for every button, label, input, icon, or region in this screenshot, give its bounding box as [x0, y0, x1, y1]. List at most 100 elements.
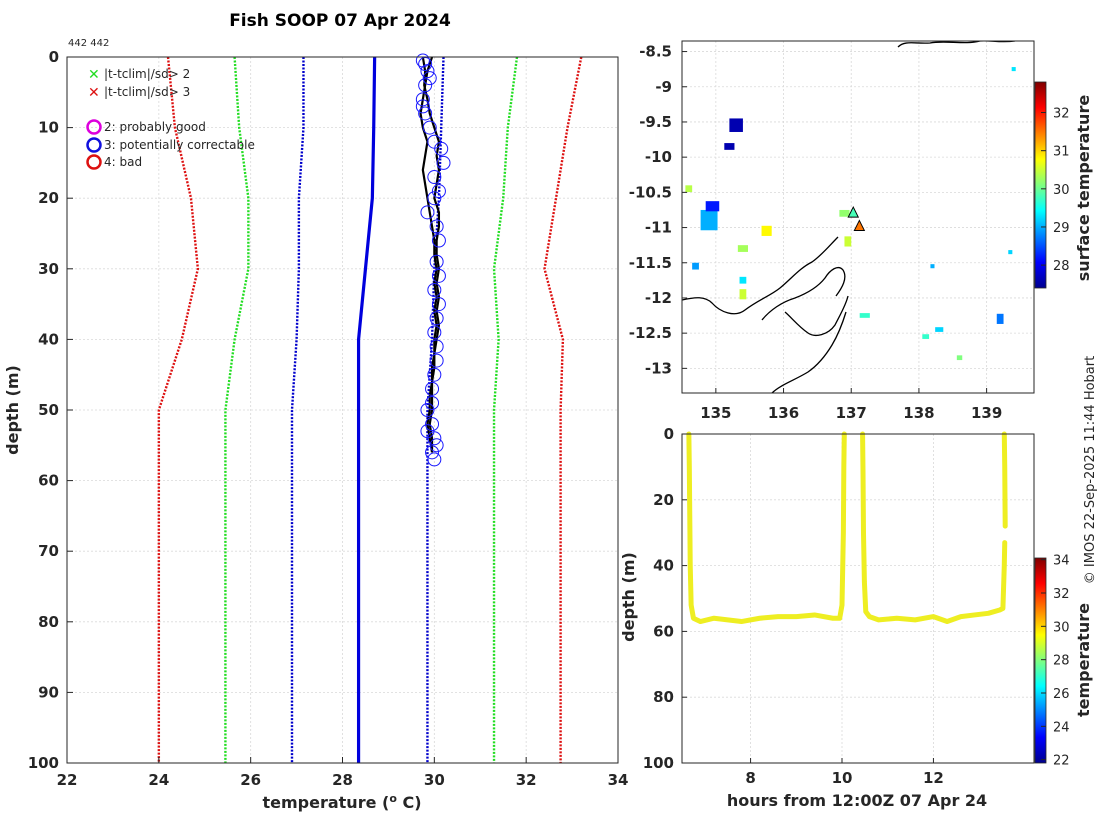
depth-track-line: [860, 431, 1008, 625]
colorbar-tick-label: 30: [1053, 183, 1070, 198]
qc-circle: [427, 282, 442, 297]
x-tick-label: 30: [424, 771, 445, 789]
y-tick-label: 80: [38, 613, 59, 631]
depth-time-x-label: hours from 12:00Z 07 Apr 24: [727, 791, 987, 810]
x-tick-label: 10: [832, 769, 853, 787]
y-tick-label: -11.5: [629, 254, 672, 272]
circle-marker-icon: [86, 137, 102, 153]
map-colorbar-label: surface temperature: [1074, 95, 1093, 282]
temperature-colorbar: [1034, 557, 1047, 764]
legend-cross-sd3: ✕ |t-tclim|/sd> 3: [88, 85, 190, 101]
profile-line: [419, 56, 438, 453]
qc-circle: [427, 170, 442, 185]
y-tick-label: 50: [38, 401, 59, 419]
qc-circle: [436, 155, 451, 170]
y-tick-label: 10: [38, 119, 59, 137]
depth-time-panel: 8 10 12 0 20 40 60 80 100 hours from 12:00Z 07 A…: [619, 425, 1093, 810]
legend-circle-bad: 4: bad: [86, 154, 142, 170]
temperature-colorbar-ticks: 22 24 26 28 30 32 34: [1041, 554, 1070, 769]
depth-time-track: [686, 431, 1008, 625]
qc-circle: [427, 431, 442, 446]
depth-track-line: [686, 431, 847, 625]
colorbar-tick-label: 31: [1053, 145, 1070, 160]
qc-circle: [425, 381, 440, 396]
qc-circle: [422, 71, 437, 86]
qc-circle: [429, 339, 444, 354]
coastline-arnhem: [682, 236, 839, 315]
colorbar-tick-label: 30: [1053, 620, 1070, 635]
y-tick-label: 100: [28, 754, 59, 772]
clim-minus3sd-line: [157, 56, 200, 763]
qc-circle: [425, 445, 440, 460]
qc-circle: [429, 353, 444, 368]
x-tick-label: 34: [608, 771, 629, 789]
qc-circle: [418, 57, 433, 72]
colorbar-tick-label: 24: [1053, 720, 1070, 735]
y-tick-label: 70: [38, 542, 59, 560]
colorbar-tick-label: 26: [1053, 687, 1070, 702]
sst-cell: [739, 276, 747, 284]
qc-circle: [418, 106, 433, 121]
sst-cell: [685, 185, 693, 193]
temperature-colorbar-label: temperature: [1074, 603, 1093, 717]
sst-cell: [935, 327, 944, 332]
colorbar-tick-label: 22: [1053, 754, 1070, 769]
qc-circle: [420, 403, 435, 417]
clim-mean-line: [356, 56, 377, 763]
colorbar-tick-label: 28: [1053, 259, 1070, 274]
qc-circle: [427, 452, 442, 467]
sst-cell: [739, 289, 747, 300]
legend-label: 2: probably good: [104, 120, 206, 134]
depth-track-line: [1001, 431, 1008, 529]
chart-title: Fish SOOP 07 Apr 2024: [229, 11, 451, 31]
qc-circle: [431, 233, 446, 248]
y-tick-label: 40: [653, 557, 674, 575]
sst-cell: [724, 143, 735, 150]
sst-cell: [930, 264, 935, 269]
colorbar-tick-label: 32: [1053, 107, 1070, 122]
profile-lines: [419, 56, 441, 453]
legend-circle-correctable: 3: potentially correctable: [86, 137, 255, 153]
qc-circle: [422, 120, 437, 135]
y-tick-label: 30: [38, 260, 59, 278]
y-tick-label: 80: [653, 688, 674, 706]
qc-circle: [429, 254, 444, 269]
ship-positions: [847, 205, 866, 231]
colorbar-tick-label: 28: [1053, 654, 1070, 669]
sst-cell: [839, 209, 850, 217]
sst-cell: [692, 262, 699, 270]
qc-circle: [420, 205, 435, 220]
x-tick-label: 24: [148, 771, 169, 789]
y-tick-label: 0: [664, 425, 674, 443]
circle-marker-icon: [86, 154, 102, 170]
map-ticks: 135 136 137 138 139 -8.5 -9 -9.5 -10 -10.5 -11 -11.…: [629, 43, 1003, 422]
coastline: [682, 41, 1016, 393]
qc-circle: [427, 367, 442, 382]
ship-position-marker: [847, 205, 860, 218]
depth-time-y-label: depth (m): [619, 552, 638, 642]
credit-text: © IMOS 22-Sep-2025 11:44 Hobart: [1083, 356, 1098, 584]
legend-label: |t-tclim|/sd> 2: [104, 67, 190, 81]
corner-note: 442 442: [68, 38, 109, 49]
qc-circle: [431, 297, 446, 312]
map-axes-box: [681, 40, 1035, 394]
coastline-gulf: [771, 311, 847, 393]
colorbar-tick-label: 34: [1053, 554, 1070, 569]
coastline-peninsula: [761, 266, 846, 321]
profile-qc-circles: [415, 53, 451, 467]
qc-circle: [427, 325, 442, 340]
x-tick-label: 136: [768, 404, 799, 422]
clim-plus1sd-line: [426, 56, 445, 763]
y-tick-label: 60: [38, 472, 59, 490]
profile-y-label: depth (m): [3, 365, 22, 455]
depth-time-plot-area: [682, 434, 1034, 763]
legend-label: |t-tclim|/sd> 3: [104, 85, 190, 99]
x-tick-label: 28: [332, 771, 353, 789]
legend: ✕ |t-tclim|/sd> 2 ✕ |t-tclim|/sd> 3 2: p…: [86, 67, 255, 170]
depth-time-ticks: 8 10 12 0 20 40 60 80 100: [643, 425, 944, 787]
x-tick-label: 26: [240, 771, 261, 789]
x-tick-label: 12: [923, 769, 944, 787]
y-tick-label: -12: [645, 289, 672, 307]
qc-circle: [415, 92, 430, 107]
sst-cell: [737, 245, 748, 252]
